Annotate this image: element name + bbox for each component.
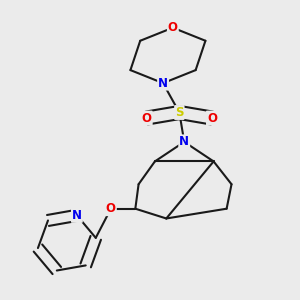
Text: O: O: [168, 21, 178, 34]
Text: S: S: [175, 106, 184, 119]
Text: N: N: [179, 135, 189, 148]
Text: O: O: [207, 112, 217, 124]
Text: O: O: [142, 112, 152, 124]
Text: N: N: [158, 77, 168, 90]
Text: N: N: [72, 209, 82, 222]
Text: O: O: [106, 202, 116, 215]
